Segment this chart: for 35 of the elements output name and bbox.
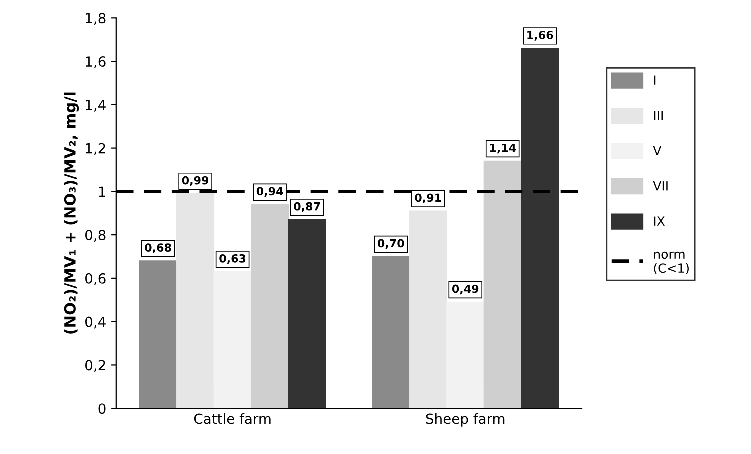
legend-label: III bbox=[654, 111, 663, 120]
bar bbox=[521, 48, 560, 409]
y-tick-label: 0,4 bbox=[86, 316, 106, 329]
data-label: 1,14 bbox=[490, 144, 516, 154]
legend-label: norm (C<1) bbox=[654, 252, 689, 275]
data-label: 0,68 bbox=[145, 244, 172, 254]
y-tick-label: 1 bbox=[99, 186, 106, 197]
y-tick-label: 1,8 bbox=[86, 13, 106, 26]
x-tick-label: Sheep farm bbox=[426, 413, 505, 427]
y-tick-label: 1,6 bbox=[86, 56, 106, 68]
y-tick-label: 0,2 bbox=[86, 360, 106, 372]
data-label: 0,99 bbox=[182, 176, 209, 186]
legend-label: I bbox=[654, 76, 656, 85]
bar bbox=[139, 260, 178, 409]
data-label: 0,91 bbox=[415, 194, 442, 204]
legend-label: VII bbox=[653, 182, 668, 191]
legend-label: V bbox=[653, 146, 662, 156]
legend-label: IX bbox=[654, 216, 666, 226]
bar bbox=[372, 256, 410, 409]
bar bbox=[288, 219, 326, 409]
data-label: 0,70 bbox=[378, 239, 404, 250]
y-tick-label: 1,2 bbox=[86, 143, 106, 156]
y-tick-label: 0 bbox=[98, 404, 106, 414]
bar bbox=[484, 160, 522, 409]
data-label: 1,66 bbox=[528, 31, 554, 41]
data-label: 0,94 bbox=[256, 187, 284, 198]
data-label: 0,87 bbox=[294, 202, 320, 212]
bar bbox=[251, 204, 290, 409]
data-label: 0,63 bbox=[220, 254, 246, 264]
x-tick-label: Cattle farm bbox=[194, 413, 271, 424]
data-label: 0,49 bbox=[452, 284, 479, 295]
y-axis-title: (NO₂)/MV₁ + (NO₃)/MV₂, mg/l bbox=[64, 92, 80, 334]
y-tick-label: 1,4 bbox=[86, 100, 106, 112]
y-tick-label: 0,8 bbox=[86, 230, 106, 242]
y-tick-label: 0,6 bbox=[86, 273, 106, 286]
